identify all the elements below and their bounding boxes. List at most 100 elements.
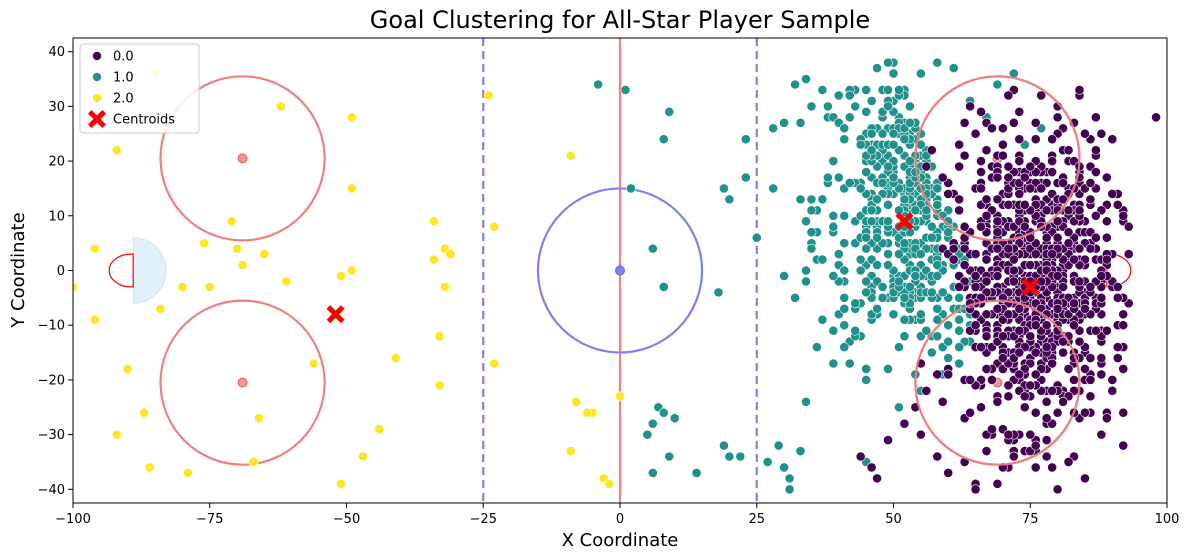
data-point xyxy=(1014,156,1025,166)
y-tick-label: 30 xyxy=(48,100,65,115)
data-point xyxy=(872,260,882,270)
data-point xyxy=(861,287,872,298)
data-point xyxy=(1047,358,1058,369)
data-point xyxy=(1085,194,1096,205)
data-point xyxy=(943,189,954,199)
x-tick-label: −75 xyxy=(196,512,223,527)
data-point xyxy=(948,63,959,73)
data-point xyxy=(954,161,965,172)
data-point xyxy=(866,145,877,156)
series-2-0 xyxy=(73,68,625,489)
data-point xyxy=(877,282,888,292)
data-point xyxy=(620,85,631,95)
data-point xyxy=(899,314,910,325)
data-point xyxy=(976,156,986,166)
data-point xyxy=(1112,292,1123,303)
data-point xyxy=(1030,249,1041,259)
data-point xyxy=(604,478,614,489)
data-point xyxy=(1090,167,1101,177)
data-point xyxy=(1085,282,1096,292)
data-point xyxy=(204,282,215,292)
data-point xyxy=(1058,347,1068,358)
data-point xyxy=(1025,380,1036,391)
data-point xyxy=(954,139,965,150)
data-point xyxy=(970,249,981,259)
data-point xyxy=(894,276,904,287)
data-point xyxy=(905,101,915,112)
data-point xyxy=(779,462,789,473)
data-point xyxy=(998,353,1008,363)
data-point xyxy=(828,325,839,336)
data-point xyxy=(122,364,133,374)
data-point xyxy=(888,309,899,320)
data-point xyxy=(768,183,779,194)
data-point xyxy=(954,205,965,216)
data-point xyxy=(1107,375,1118,385)
data-point xyxy=(981,194,992,205)
data-point xyxy=(817,194,828,205)
data-point xyxy=(976,167,986,177)
data-point xyxy=(981,446,992,456)
data-point xyxy=(1074,276,1085,287)
data-point xyxy=(883,85,893,95)
data-point xyxy=(1074,243,1085,254)
data-point xyxy=(861,276,872,287)
data-point xyxy=(888,172,899,183)
data-point xyxy=(259,249,270,259)
data-point xyxy=(833,172,844,183)
y-tick-label: −40 xyxy=(38,483,65,498)
x-tick-label: −100 xyxy=(55,512,91,527)
data-point xyxy=(1101,254,1112,265)
data-point xyxy=(1052,271,1063,281)
data-point xyxy=(998,123,1008,134)
data-point xyxy=(948,243,959,254)
faceoff-dot xyxy=(237,377,248,388)
data-point xyxy=(615,391,625,402)
data-point xyxy=(647,243,658,254)
data-point xyxy=(1085,391,1096,402)
data-point xyxy=(1080,128,1090,139)
data-point xyxy=(1019,172,1030,183)
data-point xyxy=(1041,320,1052,331)
data-point xyxy=(1014,325,1025,336)
data-point xyxy=(970,128,981,139)
data-point xyxy=(1118,364,1129,374)
data-point xyxy=(582,407,593,418)
data-point xyxy=(182,468,193,478)
data-point xyxy=(751,232,762,243)
y-tick-label: −30 xyxy=(38,428,65,443)
data-point xyxy=(1030,134,1041,145)
data-point xyxy=(489,358,500,369)
data-point xyxy=(1003,199,1014,210)
data-point xyxy=(981,145,992,156)
data-point xyxy=(926,145,937,156)
chart-title: Goal Clustering for All-Star Player Samp… xyxy=(370,6,870,34)
data-point xyxy=(932,57,943,68)
data-point xyxy=(1107,189,1118,199)
data-point xyxy=(970,320,981,331)
data-point xyxy=(199,238,210,249)
data-point xyxy=(883,101,893,112)
data-point xyxy=(144,462,155,473)
data-point xyxy=(658,407,669,418)
data-point xyxy=(1008,254,1019,265)
data-point xyxy=(954,292,965,303)
data-point xyxy=(1047,156,1058,166)
data-point xyxy=(806,205,817,216)
data-point xyxy=(275,101,286,112)
data-point xyxy=(932,314,943,325)
data-point xyxy=(1090,210,1101,221)
data-point xyxy=(959,260,970,270)
data-point xyxy=(795,117,806,128)
data-point xyxy=(877,292,888,303)
data-point xyxy=(872,194,882,205)
data-point xyxy=(1058,178,1068,188)
faceoff-circle xyxy=(159,75,326,242)
data-point xyxy=(735,451,746,462)
legend-label: 1.0 xyxy=(113,71,134,86)
data-point xyxy=(970,282,981,292)
data-point xyxy=(839,210,850,221)
data-point xyxy=(1036,90,1047,101)
data-point xyxy=(883,260,893,270)
legend-label: Centroids xyxy=(113,113,175,128)
